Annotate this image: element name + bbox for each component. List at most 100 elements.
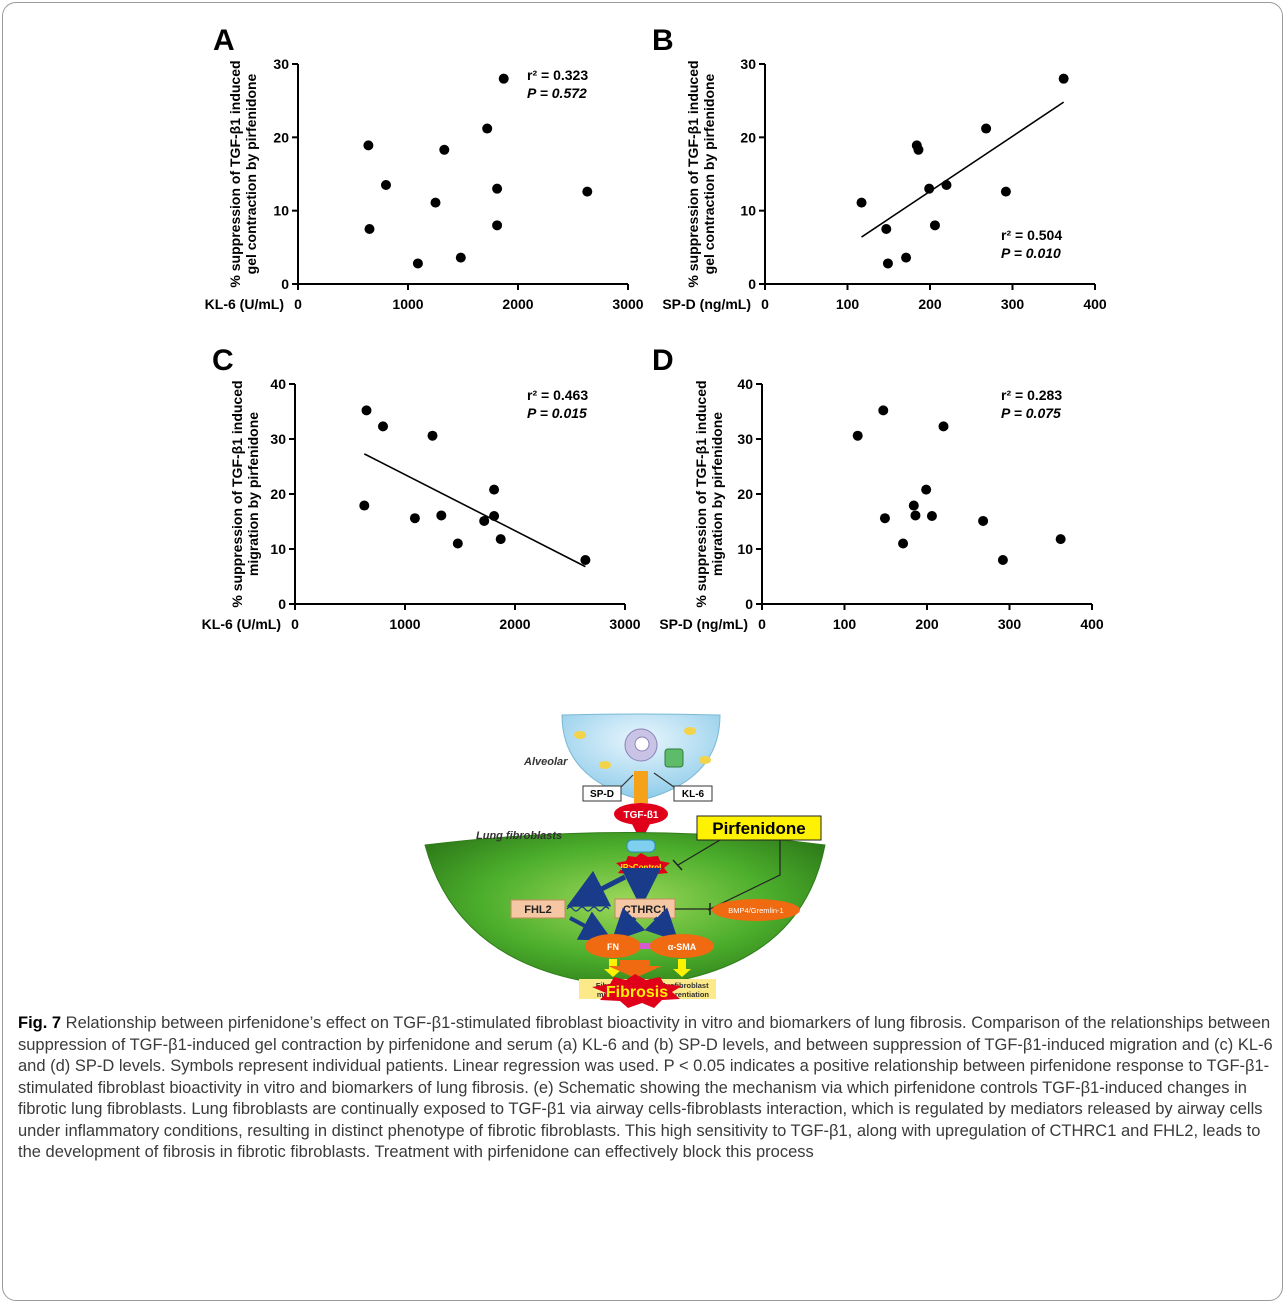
tgf-oval	[614, 803, 668, 825]
myo-diff-line2: differentiation	[659, 990, 709, 999]
kl6-label: KL-6	[682, 789, 705, 800]
y-tick-label-a: 30	[273, 56, 289, 72]
data-point-c	[489, 484, 500, 495]
panel-letter-b: B	[652, 24, 674, 57]
x-axis-title-d: SP-D (ng/mL)	[659, 616, 748, 632]
data-point-a	[430, 197, 441, 208]
data-point-b	[901, 252, 912, 263]
kl6-box	[673, 785, 713, 802]
x-tick-label-a: 0	[294, 296, 302, 312]
fhl2-label: FHL2	[524, 904, 552, 916]
data-point-b	[881, 224, 892, 234]
r-squared-label-b: r² = 0.504	[1001, 227, 1062, 243]
y-tick-label-d: 20	[737, 486, 753, 502]
r-squared-label-c: r² = 0.463	[527, 387, 588, 403]
data-point-a	[381, 180, 391, 190]
data-point-d	[997, 555, 1008, 565]
fibrosis-svg	[0, 0, 160, 10]
y-tick-label-d: 0	[745, 596, 753, 612]
r-squared-label-d: r² = 0.283	[1001, 387, 1062, 403]
y-axis-title-c: migration by pirfenidone	[245, 412, 261, 576]
y-tick-label-b: 20	[740, 129, 756, 145]
x-tick-label-b: 100	[836, 296, 860, 312]
asma-label: α-SMA	[668, 942, 697, 952]
y-axis-title-c: % suppression of TGF-β1 induced	[229, 380, 245, 607]
caption-text: Relationship between pirfenidone’s effec…	[18, 1014, 1273, 1161]
data-point-a	[439, 144, 450, 155]
y-tick-label-d: 40	[737, 376, 753, 392]
y-tick-label-d: 30	[737, 431, 753, 447]
y-tick-label-c: 30	[270, 431, 286, 447]
data-point-a	[582, 186, 593, 197]
x-tick-label-a: 2000	[502, 296, 533, 312]
data-point-d	[908, 500, 919, 511]
y-tick-label-c: 40	[270, 376, 286, 392]
data-point-a	[363, 140, 374, 151]
data-point-c	[409, 513, 420, 524]
y-axis-title-a: % suppression of TGF-β1 induced	[227, 60, 243, 287]
x-axis-title-a: KL-6 (U/mL)	[205, 296, 284, 312]
data-point-d	[921, 484, 932, 495]
data-point-a	[364, 224, 375, 234]
fibrosis-burst-svg: Fibrosis	[592, 960, 682, 1008]
y-axis-title-d: % suppression of TGF-β1 induced	[693, 380, 709, 607]
p-value-label-a: P = 0.572	[527, 85, 587, 101]
data-point-d	[978, 515, 989, 526]
data-point-b	[941, 180, 952, 190]
x-tick-label-b: 200	[918, 296, 942, 312]
secretion-arrow	[634, 771, 648, 803]
data-point-d	[878, 405, 889, 416]
data-point-a	[492, 183, 503, 194]
data-point-c	[359, 500, 370, 511]
pirfenidone-inhibit-bmp	[707, 840, 781, 911]
x-tick-label-d: 300	[998, 616, 1022, 632]
fn-oval	[585, 934, 641, 958]
x-tick-label-c: 2000	[499, 616, 530, 632]
y-tick-label-d: 10	[737, 541, 753, 557]
interaction-coil	[566, 906, 610, 912]
lung-fibroblasts-label: Lung fibroblasts	[476, 830, 562, 842]
data-point-d	[910, 510, 921, 521]
kl6-arrow-line	[653, 772, 675, 788]
regression-line-b	[861, 101, 1065, 238]
y-axis-title-b: % suppression of TGF-β1 induced	[685, 60, 701, 287]
data-point-d	[879, 513, 890, 524]
data-point-a	[455, 252, 466, 263]
data-point-d	[938, 421, 949, 432]
y-tick-label-c: 0	[278, 596, 286, 612]
y-tick-label-b: 30	[740, 56, 756, 72]
y-axis-title-b: gel contraction by pirfenidone	[701, 73, 717, 274]
fibrosis-arrow	[608, 960, 662, 978]
spd-inhibit-line	[620, 774, 634, 788]
x-tick-label-a: 1000	[392, 296, 423, 312]
data-point-b	[1000, 186, 1011, 197]
myo-diff-line1: Myofibroblast	[659, 981, 709, 990]
panel-letter-a: A	[213, 24, 235, 57]
data-point-d	[926, 511, 937, 521]
regression-line-c	[363, 453, 586, 568]
y-tick-label-c: 20	[270, 486, 286, 502]
airway-cell-icon	[664, 748, 684, 768]
tgf-label: TGF-β1	[624, 810, 659, 821]
figure-caption: Fig. 7 Relationship between pirfenidone’…	[18, 1013, 1273, 1164]
data-point-b	[856, 197, 867, 208]
y-axis-title-a: gel contraction by pirfenidone	[243, 73, 259, 274]
x-tick-label-a: 3000	[612, 296, 643, 312]
y-tick-label-b: 10	[740, 203, 756, 219]
y-tick-label-a: 20	[273, 129, 289, 145]
data-point-a	[482, 123, 493, 134]
data-point-c	[436, 510, 447, 521]
pirfenidone-inhibit-ip	[677, 839, 721, 866]
y-tick-label-c: 10	[270, 541, 286, 557]
data-point-c	[580, 555, 591, 565]
spd-box	[582, 785, 622, 802]
asma-oval	[650, 934, 714, 958]
x-tick-label-c: 1000	[389, 616, 420, 632]
data-point-d	[852, 430, 863, 441]
y-tick-label-a: 0	[281, 276, 289, 292]
x-tick-label-b: 300	[1001, 296, 1025, 312]
x-tick-label-d: 400	[1080, 616, 1104, 632]
data-point-c	[495, 534, 506, 545]
